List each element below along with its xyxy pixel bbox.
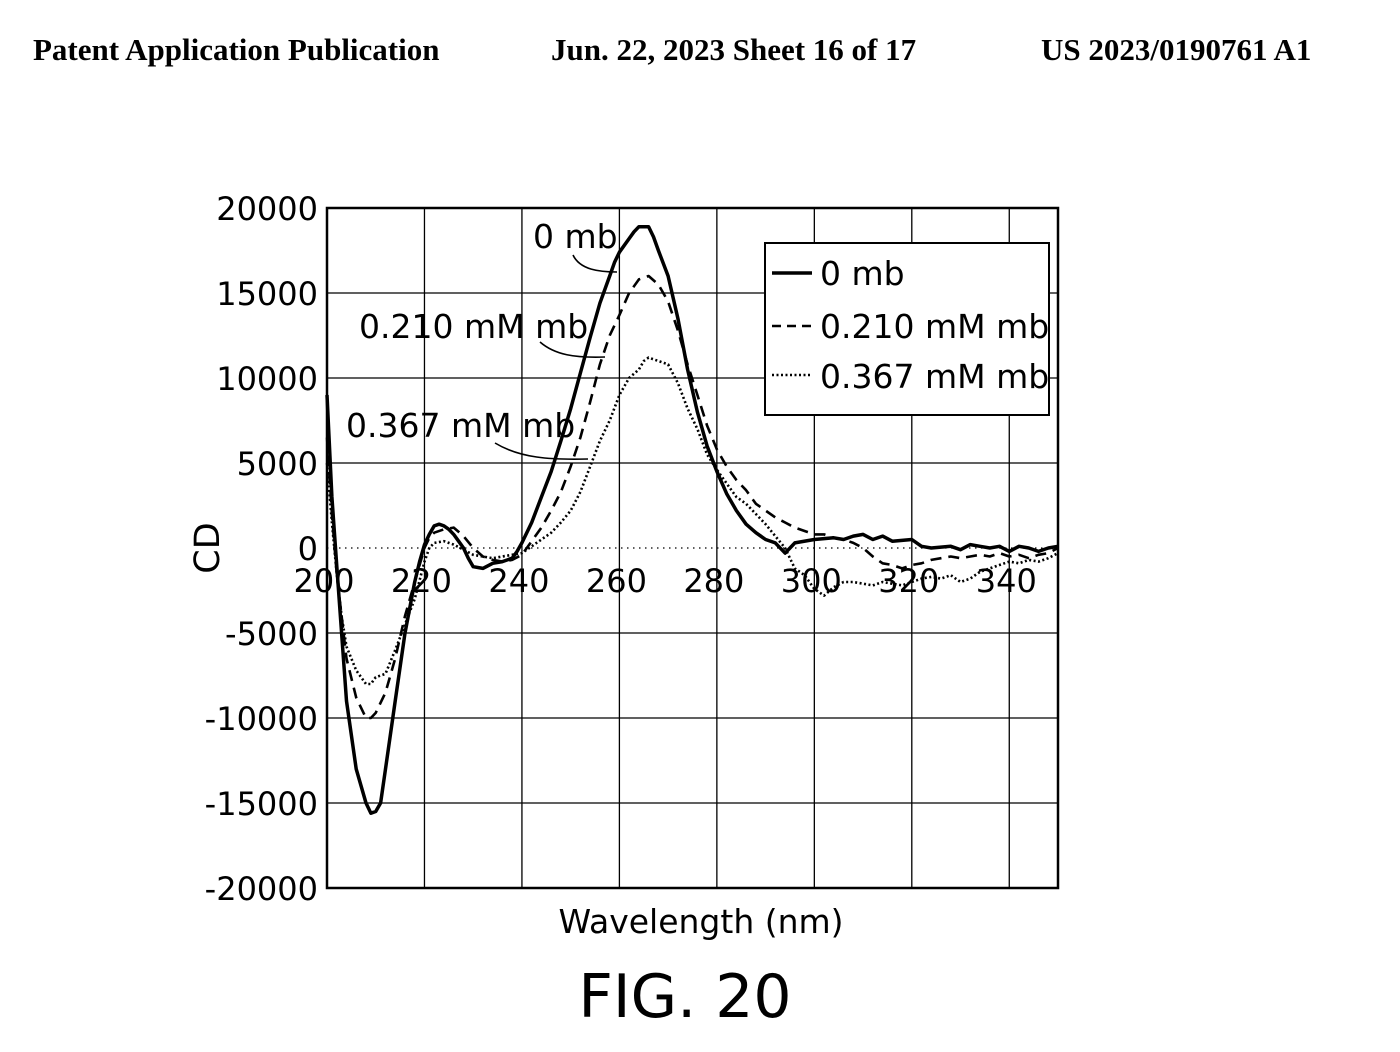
y-tick-label-5: -5000 [225, 615, 318, 653]
legend-label-0: 0 mb [820, 254, 905, 293]
plot-frame [325, 206, 1060, 890]
x-tick-label-3: 260 [586, 562, 647, 600]
series-line-1 [325, 274, 1059, 720]
annotation-label-1: 0.210 mM mb [359, 307, 588, 346]
y-tick-labels: 20000 15000 10000 5000 0 -5000 -10000 -15000 -20… [205, 190, 318, 908]
x-axis-label: Wavelength (nm) [558, 902, 843, 941]
y-tick-label-8: -20000 [205, 870, 318, 908]
y-tick-label-1: 15000 [216, 275, 318, 313]
x-tick-label-7: 340 [976, 562, 1037, 600]
legend: 0 mb 0.210 mM mb 0.367 mM mb [764, 242, 1050, 416]
series-line-2 [325, 356, 1059, 686]
annotation-label-0: 0 mb [533, 217, 618, 256]
annotation-leader-2 [494, 442, 589, 460]
y-tick-label-0: 20000 [216, 190, 318, 228]
series-annotations: 0 mb 0.210 mM mb 0.367 mM mb [346, 217, 618, 460]
legend-label-2: 0.367 mM mb [820, 357, 1049, 396]
x-tick-label-0: 200 [293, 562, 354, 600]
x-tick-label-2: 240 [488, 562, 549, 600]
x-tick-label-6: 320 [878, 562, 939, 600]
y-tick-label-6: -10000 [205, 700, 318, 738]
annotation-label-2: 0.367 mM mb [346, 406, 575, 445]
annotation-leader-0 [572, 254, 618, 273]
y-tick-label-3: 5000 [237, 445, 318, 483]
y-tick-label-7: -15000 [205, 785, 318, 823]
x-tick-label-1: 220 [391, 562, 452, 600]
figure-label: FIG. 20 [578, 962, 792, 1032]
header-date-sheet: Jun. 22, 2023 Sheet 16 of 17 [551, 32, 917, 67]
series-layer [325, 224, 1059, 815]
x-tick-label-5: 300 [781, 562, 842, 600]
x-tick-label-4: 280 [683, 562, 744, 600]
legend-box [764, 242, 1050, 416]
x-tick-labels: 200 220 240 260 280 300 320 340 [293, 562, 1036, 600]
legend-label-1: 0.210 mM mb [820, 307, 1049, 346]
annotation-leader-1 [539, 341, 606, 358]
header-publication-type: Patent Application Publication [33, 32, 440, 67]
y-tick-label-4: 0 [298, 530, 318, 568]
y-axis-label: CD [188, 522, 228, 573]
header-patent-number: US 2023/0190761 A1 [1041, 32, 1312, 67]
y-tick-label-2: 10000 [216, 360, 318, 398]
